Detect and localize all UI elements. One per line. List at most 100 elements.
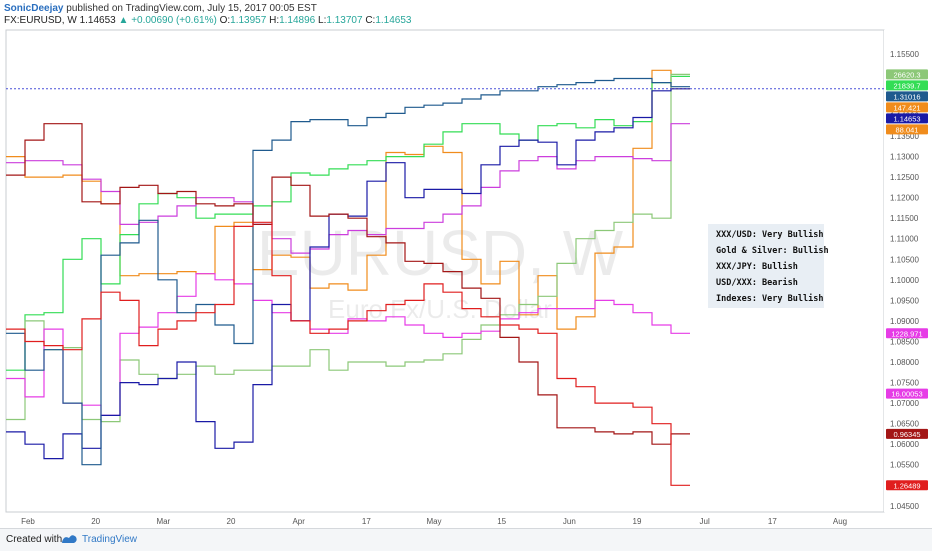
tradingview-brand[interactable]: TradingView	[82, 534, 138, 545]
series-line	[6, 221, 690, 486]
price-label-background	[886, 80, 928, 91]
price-tick-label: 1.06000	[890, 440, 919, 449]
price-tick-label: 1.13000	[890, 153, 919, 162]
series-line	[6, 123, 690, 254]
footer: Created with TradingView	[0, 528, 932, 551]
price-tick-label: 1.15500	[890, 50, 919, 59]
high-label: H:	[269, 15, 280, 26]
watermark-symbol: EURUSD, W	[257, 217, 624, 289]
price-label: 1228.971	[886, 328, 928, 339]
close-label: C:	[365, 15, 376, 26]
series-layer	[6, 69, 690, 486]
up-arrow-icon: ▲	[118, 15, 129, 26]
price-tick-label: 1.12500	[890, 173, 919, 182]
series-line	[6, 69, 690, 330]
publish-line: SonicDeejay published on TradingView.com…	[4, 3, 317, 14]
price-label: 1.26489	[886, 480, 928, 491]
price-label: 1.31016	[886, 91, 928, 102]
price-label-text: 21839.7	[893, 81, 920, 90]
annotation-line: Indexes: Very Bullish	[716, 293, 823, 304]
price-tick-label: 1.05500	[890, 461, 919, 470]
series-line	[6, 75, 690, 371]
publish-info: published on TradingView.com, July 15, 2…	[66, 3, 317, 14]
price-tick-label: 1.04500	[890, 502, 919, 511]
price-labels: 26620.3 21839.7 1.31016 147.421 1.14653 88.04…	[886, 69, 928, 491]
price-tick-label: 1.09500	[890, 296, 919, 305]
price-label-background	[886, 124, 928, 135]
price-label-text: 16.00053	[891, 390, 922, 399]
price-tick-label: 1.11000	[890, 235, 919, 244]
price-tick-label: 1.07500	[890, 379, 919, 388]
time-tick-label: 17	[768, 517, 777, 526]
price-tick-label: 1.10000	[890, 276, 919, 285]
price-tick-label: 1.09000	[890, 317, 919, 326]
price-tick-label: 1.08000	[890, 358, 919, 367]
price-label: 1.14653	[886, 113, 928, 124]
price-label-text: 1.26489	[893, 481, 920, 490]
price-label-text: 0.96345	[893, 430, 920, 439]
price-tick-label: 1.13500	[890, 132, 919, 141]
created-with-text: Created with	[6, 534, 63, 545]
price-tick-label: 1.12000	[890, 194, 919, 203]
price-label-background	[886, 428, 928, 439]
high-value: 1.14896	[279, 15, 316, 26]
time-tick-label: Apr	[292, 517, 305, 526]
price-tick-label: 1.07000	[890, 399, 919, 408]
symbol-line: FX:EURUSD, W 1.14653 ▲ +0.00690 (+0.61%)…	[4, 15, 411, 26]
open-value: 1.13957	[230, 15, 267, 26]
low-label: L:	[318, 15, 327, 26]
low-value: 1.13707	[326, 15, 363, 26]
price-label: 147.421	[886, 102, 928, 113]
symbol-name[interactable]: FX:EURUSD, W	[4, 15, 77, 26]
price-label-text: 26620.3	[893, 70, 920, 79]
time-tick-label: 20	[227, 517, 236, 526]
price-tick-label: 1.06500	[890, 420, 919, 429]
time-tick-label: Jul	[700, 517, 710, 526]
time-tick-label: Aug	[833, 517, 847, 526]
price-change: +0.00690 (+0.61%)	[131, 15, 217, 26]
price-label-background	[886, 91, 928, 102]
price-tick-label: 1.08500	[890, 337, 919, 346]
price-label: 26620.3	[886, 69, 928, 80]
open-label: O:	[219, 15, 231, 26]
last-price: 1.14653	[79, 15, 116, 26]
price-tick-label: 1.10500	[890, 255, 919, 264]
time-tick-label: 15	[497, 517, 506, 526]
price-label-background	[886, 480, 928, 491]
annotation-line: XXX/USD: Very Bullish	[716, 229, 823, 240]
price-label-background	[886, 328, 928, 339]
time-axis-ticks: Feb 20 Mar 20 Apr 17 May 15 Jun 19 Jul 17 Aug	[6, 511, 884, 526]
annotation-line: XXX/JPY: Bullish	[716, 261, 798, 272]
price-label: 16.00053	[886, 388, 928, 399]
time-tick-label: Feb	[21, 517, 35, 526]
time-tick-label: Jun	[563, 517, 576, 526]
series-line	[6, 123, 690, 445]
price-tick-label: 1.11500	[890, 214, 919, 223]
price-label-text: 88.041	[896, 125, 919, 134]
annotation-line: Gold & Silver: Bullish	[716, 245, 829, 256]
price-label-background	[886, 113, 928, 124]
price-label-background	[886, 69, 928, 80]
price-label-text: 147.421	[893, 103, 920, 112]
chart-header: SonicDeejay published on TradingView.com…	[0, 0, 932, 28]
price-label-background	[886, 102, 928, 113]
annotation-line: USD/XXX: Bearish	[716, 277, 798, 288]
time-tick-label: 17	[362, 517, 371, 526]
close-value: 1.14653	[375, 15, 412, 26]
price-label-text: 1.14653	[893, 114, 920, 123]
time-tick-label: 19	[633, 517, 642, 526]
price-label-text: 1228.971	[891, 329, 922, 338]
tradingview-logo-icon[interactable]	[60, 532, 78, 551]
series-line	[6, 77, 690, 466]
author-name[interactable]: SonicDeejay	[4, 3, 64, 14]
annotation-box: XXX/USD: Very Bullish Gold & Silver: Bull…	[708, 224, 829, 308]
series-line	[6, 273, 690, 416]
price-label: 88.041	[886, 124, 928, 135]
price-label: 0.96345	[886, 428, 928, 439]
price-label-background	[886, 388, 928, 399]
annotation-background	[708, 224, 824, 308]
chart-canvas[interactable]: EURUSD, W Euro Fx/U.S. Dollar 1.155001.1…	[0, 0, 932, 528]
price-label-text: 1.31016	[893, 92, 920, 101]
time-tick-label: 20	[91, 517, 100, 526]
time-tick-label: Mar	[156, 517, 170, 526]
